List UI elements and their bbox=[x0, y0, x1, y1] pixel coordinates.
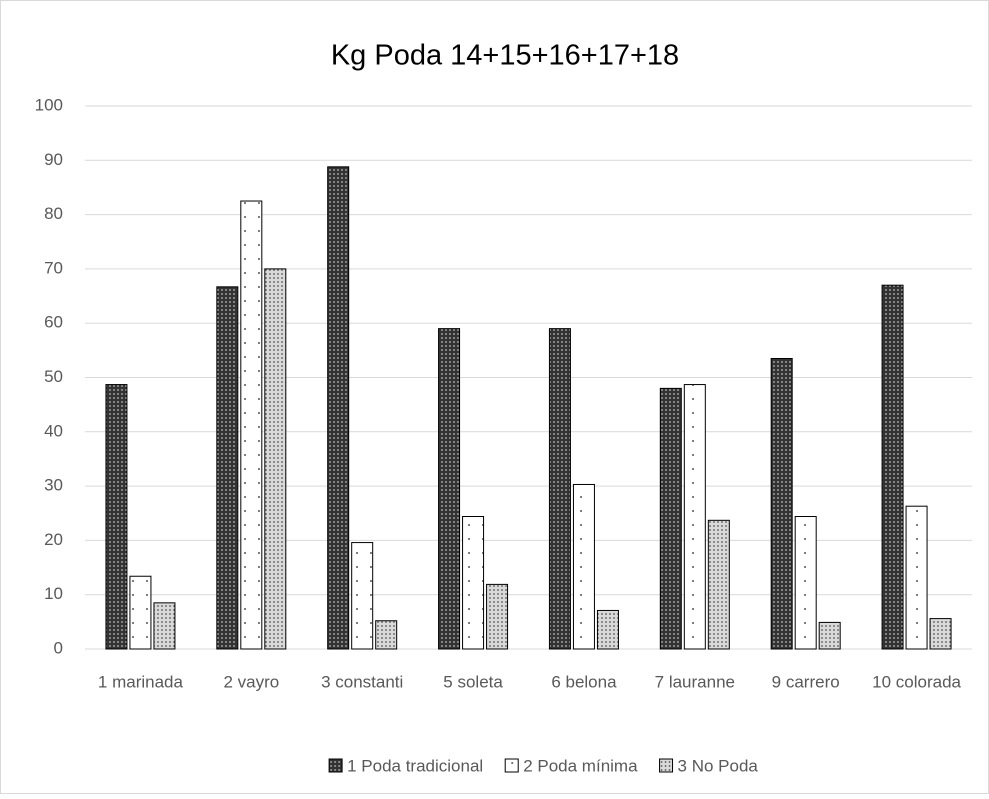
y-tick-label: 0 bbox=[54, 638, 63, 657]
legend-item: 3 No Poda bbox=[659, 756, 759, 775]
bar bbox=[327, 166, 350, 650]
bar bbox=[486, 583, 509, 650]
legend-item: 2 Poda mínima bbox=[504, 756, 638, 775]
bar bbox=[881, 284, 904, 650]
bar bbox=[105, 384, 128, 650]
y-tick-label: 70 bbox=[44, 258, 63, 277]
x-tick-label: 1 marinada bbox=[98, 672, 184, 691]
legend-label: 2 Poda mínima bbox=[523, 756, 638, 775]
legend-swatch bbox=[504, 758, 519, 773]
legend-item: 1 Poda tradicional bbox=[328, 756, 483, 775]
bar bbox=[351, 542, 374, 650]
x-tick-label: 10 colorada bbox=[872, 672, 961, 691]
bar bbox=[572, 483, 595, 650]
legend-swatch bbox=[328, 758, 343, 773]
y-tick-label: 80 bbox=[44, 204, 63, 223]
bar bbox=[659, 387, 682, 650]
x-tick-label: 9 carrero bbox=[772, 672, 840, 691]
y-tick-label: 60 bbox=[44, 313, 63, 332]
bar bbox=[770, 357, 793, 650]
bar bbox=[818, 621, 841, 650]
bar bbox=[438, 328, 461, 650]
bar bbox=[375, 620, 398, 650]
x-tick-label: 2 vayro bbox=[223, 672, 279, 691]
bar bbox=[548, 328, 571, 650]
chart-title: Kg Poda 14+15+16+17+18 bbox=[331, 40, 679, 72]
bar bbox=[929, 618, 952, 650]
y-tick-label: 100 bbox=[35, 95, 63, 114]
x-tick-label: 7 lauranne bbox=[655, 672, 735, 691]
x-tick-label: 5 soleta bbox=[443, 672, 503, 691]
y-tick-label: 20 bbox=[44, 530, 63, 549]
bar bbox=[462, 516, 485, 650]
bar bbox=[240, 200, 263, 650]
bar bbox=[707, 519, 730, 650]
legend-label: 1 Poda tradicional bbox=[347, 756, 483, 775]
y-tick-label: 30 bbox=[44, 476, 63, 495]
bar bbox=[905, 505, 928, 650]
legend-swatch bbox=[659, 758, 674, 773]
bar bbox=[596, 609, 619, 650]
x-tick-label: 3 constanti bbox=[321, 672, 403, 691]
bar bbox=[683, 384, 706, 650]
y-tick-label: 90 bbox=[44, 150, 63, 169]
x-tick-label: 6 belona bbox=[551, 672, 617, 691]
bar bbox=[794, 516, 817, 650]
y-tick-label: 10 bbox=[44, 584, 63, 603]
y-tick-label: 40 bbox=[44, 421, 63, 440]
bar bbox=[129, 575, 152, 650]
legend-label: 3 No Poda bbox=[678, 756, 759, 775]
bar bbox=[264, 268, 287, 650]
bar bbox=[216, 286, 239, 650]
bar bbox=[153, 602, 176, 650]
y-tick-label: 50 bbox=[44, 367, 63, 386]
